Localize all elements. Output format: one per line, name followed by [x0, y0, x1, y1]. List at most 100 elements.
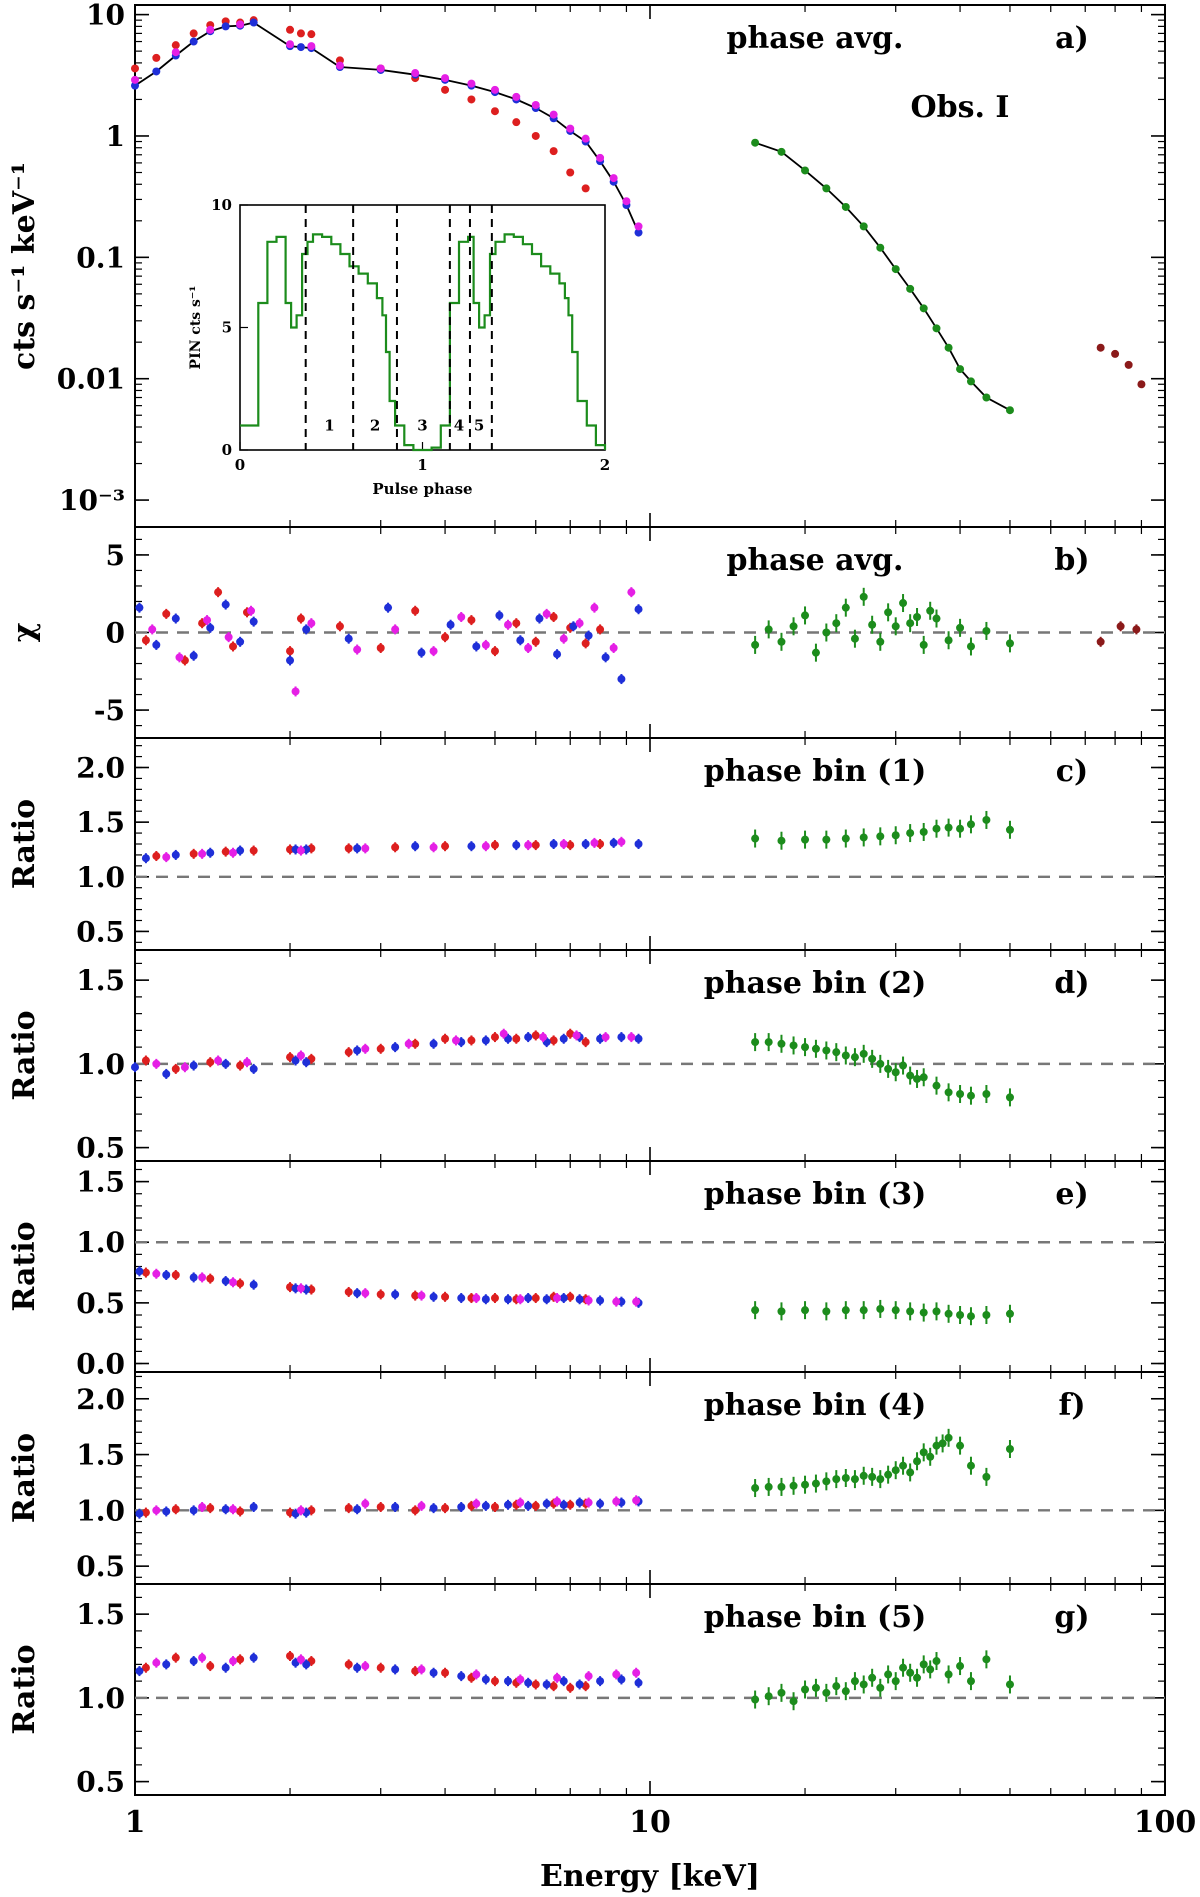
series-red [131, 16, 605, 216]
panel-letter: b) [1054, 543, 1089, 578]
data-point [376, 64, 385, 73]
x-tick-label: 100 [1134, 1805, 1197, 1840]
data-point [524, 841, 533, 850]
data-point [429, 1504, 438, 1513]
data-point [944, 1433, 953, 1442]
data-point [391, 1503, 400, 1512]
data-point [956, 365, 965, 374]
phase-bin-label: 5 [474, 416, 484, 434]
y-tick-label: 1.0 [76, 1226, 125, 1259]
data-point [162, 1507, 171, 1516]
data-point [822, 835, 831, 844]
data-point [512, 92, 521, 101]
y-tick-label: 0.0 [76, 1348, 125, 1381]
data-point [559, 1034, 568, 1043]
data-point [868, 1472, 877, 1481]
data-point [531, 1501, 540, 1510]
data-point [206, 1058, 215, 1067]
data-point [504, 1677, 513, 1686]
data-point [189, 1273, 198, 1282]
data-point [344, 1048, 353, 1057]
data-point [627, 1033, 636, 1042]
x-axis-label: Energy [keV] [540, 1859, 760, 1894]
data-point [524, 1501, 533, 1510]
panel-annotation: Obs. I [911, 90, 1010, 125]
data-point [512, 118, 521, 127]
data-point [291, 1056, 300, 1065]
data-point [542, 1295, 551, 1304]
data-point [335, 622, 344, 631]
data-point [516, 1295, 525, 1304]
data-point [472, 1294, 481, 1303]
data-point [441, 633, 450, 642]
y-tick-label: 0.5 [76, 1550, 125, 1583]
data-point [249, 1280, 258, 1289]
data-point [1111, 349, 1120, 358]
data-point [632, 1297, 641, 1306]
data-point [801, 611, 810, 620]
data-point [789, 1481, 798, 1490]
data-point [777, 1307, 786, 1316]
data-point [229, 1657, 238, 1666]
data-point [162, 853, 171, 862]
data-point [581, 184, 590, 193]
y-axis-label: Ratio [7, 1644, 42, 1734]
data-point [141, 854, 150, 863]
data-point [601, 1033, 610, 1042]
data-point [841, 834, 850, 843]
data-point [361, 1499, 370, 1508]
series-green [751, 1650, 1014, 1711]
data-point [891, 1306, 900, 1315]
data-point [559, 1677, 568, 1686]
data-point [581, 639, 590, 648]
data-point [512, 841, 521, 850]
data-point [956, 1311, 965, 1320]
data-point [751, 834, 760, 843]
data-point [307, 42, 316, 51]
data-point [634, 1678, 643, 1687]
data-point [764, 1038, 773, 1047]
data-point [822, 1046, 831, 1055]
data-point [982, 1090, 991, 1099]
series-magenta [152, 1652, 641, 1685]
data-point [906, 1307, 915, 1316]
data-point [524, 644, 533, 653]
data-point [906, 284, 915, 293]
data-point [391, 1665, 400, 1674]
data-point [581, 134, 590, 143]
data-point [612, 1297, 621, 1306]
y-tick-label: 0.5 [76, 1132, 125, 1165]
data-point [229, 848, 238, 857]
data-point [531, 637, 540, 646]
data-point [932, 1657, 941, 1666]
data-point [1005, 1680, 1014, 1689]
data-point [391, 1290, 400, 1299]
data-point [512, 619, 521, 628]
data-point [891, 1466, 900, 1475]
data-point [876, 1683, 885, 1692]
series-magenta [148, 587, 636, 697]
data-point [175, 653, 184, 662]
data-point [581, 840, 590, 848]
data-point [932, 1081, 941, 1090]
data-point [296, 846, 305, 855]
data-point [811, 648, 820, 657]
data-point [429, 1039, 438, 1048]
data-point [141, 1268, 150, 1277]
data-point [171, 48, 180, 57]
panel-title: phase bin (1) [704, 754, 927, 789]
data-point [361, 1044, 370, 1053]
data-point [249, 1064, 258, 1073]
data-point [1005, 825, 1014, 834]
data-point [876, 832, 885, 841]
data-point [236, 1061, 245, 1070]
data-point [249, 1653, 258, 1662]
data-point [229, 1505, 238, 1514]
panel-title: phase bin (5) [704, 1600, 927, 1635]
data-point [891, 622, 900, 631]
data-point [617, 837, 626, 846]
data-point [499, 1029, 508, 1038]
data-point [634, 228, 643, 237]
